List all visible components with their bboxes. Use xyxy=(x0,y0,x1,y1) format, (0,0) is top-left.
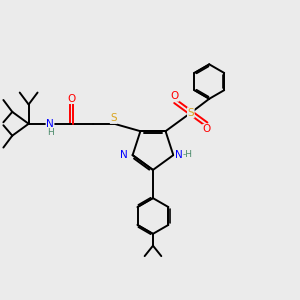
Text: -H: -H xyxy=(183,150,193,159)
Text: N: N xyxy=(46,119,54,129)
Text: H: H xyxy=(47,128,53,136)
Text: N: N xyxy=(175,149,183,160)
Text: N: N xyxy=(119,150,127,160)
Text: O: O xyxy=(171,91,179,101)
Text: S: S xyxy=(110,113,117,123)
Text: O: O xyxy=(67,94,76,103)
Text: O: O xyxy=(203,124,211,134)
Text: S: S xyxy=(188,108,194,118)
